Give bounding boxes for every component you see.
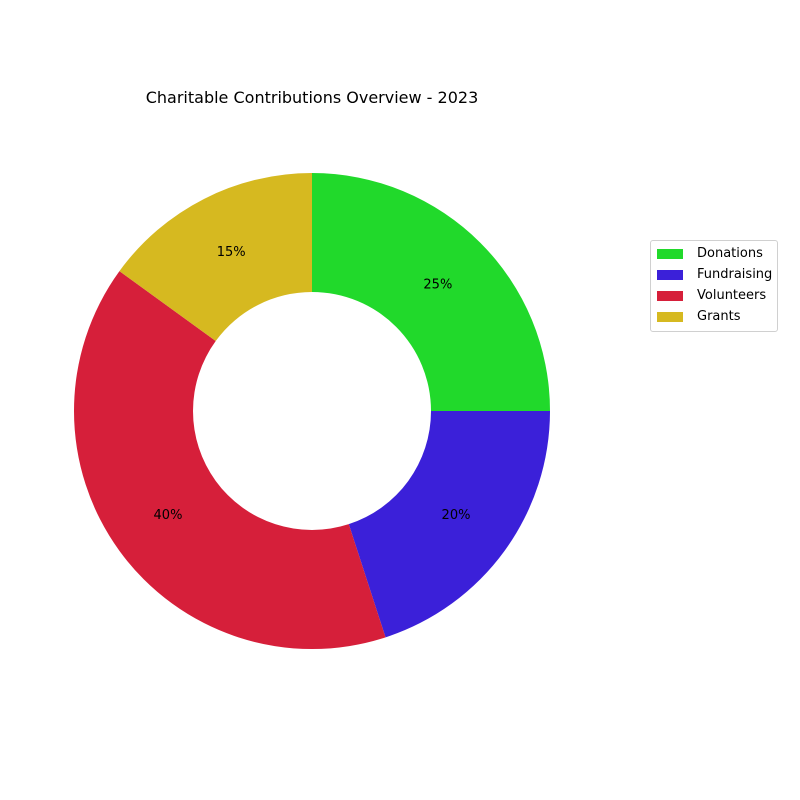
chart-title: Charitable Contributions Overview - 2023 (145, 88, 479, 107)
slice-label-grants: 15% (217, 245, 246, 260)
legend-label-volunteers: Volunteers (697, 288, 767, 303)
slices-group (73, 173, 550, 649)
legend-swatch-fundraising (657, 269, 683, 280)
legend-swatch-grants (657, 311, 683, 322)
legend-swatch-volunteers (657, 290, 683, 301)
legend-item-fundraising[interactable]: Fundraising (651, 264, 777, 285)
legend-label-donations: Donations (697, 246, 763, 261)
legend-item-grants[interactable]: Grants (651, 306, 777, 327)
slice-labels-group: 25% 20% 40% 15% (154, 245, 471, 523)
slice-donations[interactable] (312, 173, 550, 411)
legend-swatch-donations (657, 248, 683, 259)
slice-label-volunteers: 40% (154, 508, 183, 523)
legend: Donations Fundraising Volunteers Grants (650, 240, 778, 332)
slice-label-fundraising: 20% (442, 508, 471, 523)
slice-grants[interactable] (119, 173, 313, 342)
slice-label-donations: 25% (423, 278, 452, 293)
legend-label-grants: Grants (697, 309, 741, 324)
slice-fundraising[interactable] (348, 411, 550, 638)
slice-volunteers[interactable] (73, 271, 386, 649)
legend-item-volunteers[interactable]: Volunteers (651, 285, 777, 306)
legend-item-donations[interactable]: Donations (651, 243, 777, 264)
legend-label-fundraising: Fundraising (697, 267, 773, 282)
